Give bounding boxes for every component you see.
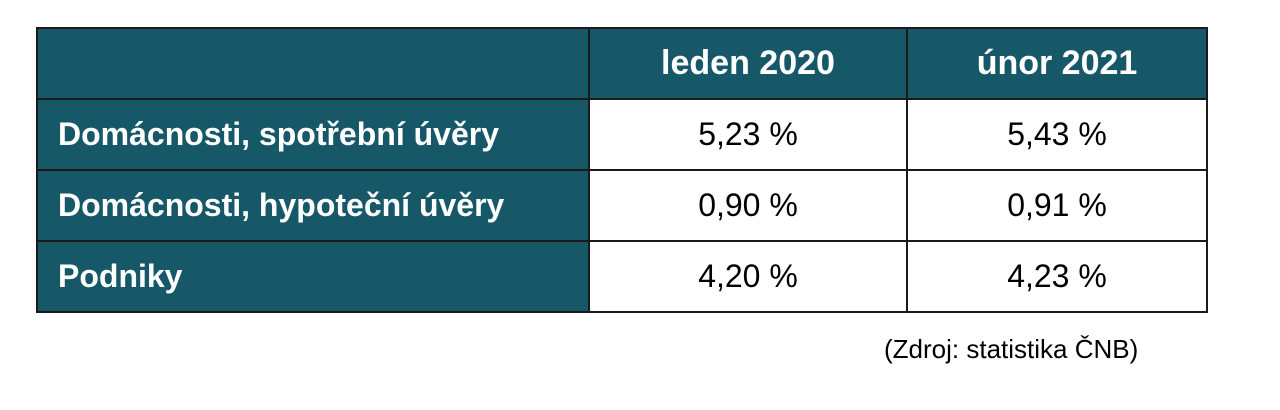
table-header: leden 2020 únor 2021 (36, 27, 1208, 100)
cell-consumer-jan-2020: 5,23 % (588, 98, 908, 171)
cell-consumer-feb-2021: 5,43 % (906, 98, 1208, 171)
cell-companies-feb-2021: 4,23 % (906, 240, 1208, 313)
table-row: Podniky 4,20 % 4,23 % (36, 240, 1208, 313)
table-row: Domácnosti, spotřební úvěry 5,23 % 5,43 … (36, 98, 1208, 171)
source-note: (Zdroj: statistika ČNB) (884, 334, 1139, 364)
column-header-jan-2020: leden 2020 (588, 27, 908, 100)
row-label-companies: Podniky (36, 240, 590, 313)
table-body: Domácnosti, spotřební úvěry 5,23 % 5,43 … (36, 98, 1208, 313)
header-row: leden 2020 únor 2021 (36, 27, 1208, 100)
row-label-mortgage-loans: Domácnosti, hypoteční úvěry (36, 169, 590, 242)
cell-mortgage-feb-2021: 0,91 % (906, 169, 1208, 242)
table-row: Domácnosti, hypoteční úvěry 0,90 % 0,91 … (36, 169, 1208, 242)
column-header-feb-2021: únor 2021 (906, 27, 1208, 100)
cell-companies-jan-2020: 4,20 % (588, 240, 908, 313)
row-label-consumer-loans: Domácnosti, spotřební úvěry (36, 98, 590, 171)
header-corner-cell (36, 27, 590, 100)
cell-mortgage-jan-2020: 0,90 % (588, 169, 908, 242)
rates-table: leden 2020 únor 2021 Domácnosti, spotřeb… (36, 27, 1208, 313)
